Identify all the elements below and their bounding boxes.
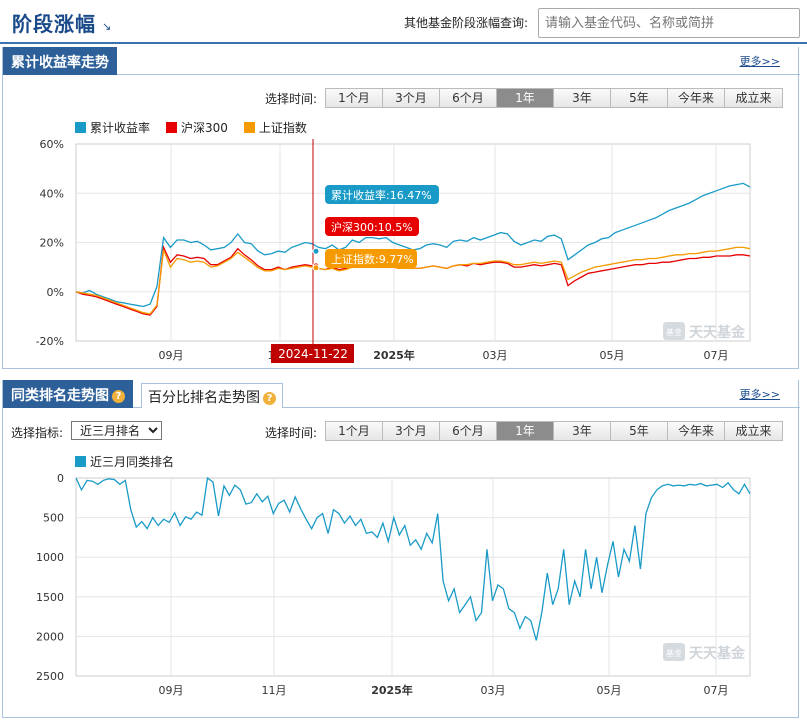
watermark-logo-icon: 基金 天天基金: [663, 643, 746, 662]
x-tick-label: 07月: [704, 349, 729, 362]
rank-period-selector: 1个月 3个月 6个月 1年 3年 5年 今年来 成立来: [325, 421, 783, 441]
indicator-label: 选择指标:: [11, 426, 64, 440]
tooltip-text: 沪深300:10.5%: [331, 220, 413, 234]
svg-text:2024-11-22: 2024-11-22: [278, 347, 348, 361]
y-tick-label: 2000: [36, 630, 64, 643]
legend-item-hs300[interactable]: 沪深300: [166, 119, 228, 136]
trend-more-link[interactable]: 更多>>: [739, 55, 780, 68]
y-tick-label: 0: [57, 472, 64, 485]
period-button-6[interactable]: 今年来: [668, 89, 725, 107]
cumulative-return-panel: 累计收益率走势 更多>> 选择时间: 1个月 3个月 6个月 1年 3年 5年 今年来 成立来…: [2, 47, 800, 369]
period-button-1[interactable]: 3个月: [383, 89, 440, 107]
legend-swatch-icon: [75, 456, 86, 467]
x-tick-label: 2025年: [373, 348, 415, 362]
period-button-4[interactable]: 3年: [554, 89, 611, 107]
watermark-logo-icon: 基金 天天基金: [663, 322, 746, 341]
y-tick-label: 60%: [40, 138, 64, 151]
tab-same-category-rank[interactable]: 同类排名走势图?: [3, 380, 133, 408]
legend-swatch-icon: [75, 122, 86, 133]
tooltip-dot: [312, 264, 320, 272]
tooltip-text: 上证指数:9.77%: [331, 252, 414, 266]
help-icon[interactable]: ?: [112, 390, 125, 403]
y-tick-label: 1500: [36, 591, 64, 604]
tooltip-box: [325, 249, 417, 268]
series-line-2: [75, 246, 751, 315]
legend-swatch-icon: [166, 122, 178, 133]
trend-period-label: 选择时间:: [265, 92, 318, 106]
period-button-2[interactable]: 6个月: [440, 422, 497, 440]
period-button-3[interactable]: 1年: [497, 422, 554, 440]
tooltip-box: [325, 217, 419, 236]
tooltip-dot: [312, 247, 320, 255]
tab-percentile-rank[interactable]: 百分比排名走势图?: [141, 383, 283, 408]
rank-more-link[interactable]: 更多>>: [739, 388, 780, 401]
tooltip-2: 上证指数:9.77%: [312, 249, 417, 272]
tooltip-1: 沪深300:10.5%: [312, 217, 419, 270]
trend-section-header: 累计收益率走势 更多>>: [3, 47, 800, 75]
series-line-0: [75, 476, 751, 641]
indicator-select[interactable]: 近三月排名: [71, 421, 162, 440]
y-tick-label: 20%: [40, 237, 64, 250]
period-button-5[interactable]: 5年: [611, 89, 668, 107]
period-button-7[interactable]: 成立来: [725, 89, 782, 107]
fund-search-input[interactable]: [538, 8, 800, 38]
plot-frame: [75, 477, 751, 677]
period-button-0[interactable]: 1个月: [326, 89, 383, 107]
period-button-1[interactable]: 3个月: [383, 422, 440, 440]
period-button-7[interactable]: 成立来: [725, 422, 782, 440]
period-button-3[interactable]: 1年: [497, 89, 554, 107]
tooltip-0: 累计收益率:16.47%: [312, 185, 439, 255]
x-tick-label: 07月: [704, 684, 729, 697]
svg-text:基金: 基金: [666, 648, 682, 658]
y-tick-label: -20%: [36, 335, 64, 348]
period-button-5[interactable]: 5年: [611, 422, 668, 440]
x-tick-label: 05月: [600, 349, 625, 362]
svg-text:天天基金: 天天基金: [689, 324, 746, 341]
legend-item-sse[interactable]: 上证指数: [243, 119, 307, 136]
trend-period-selector: 1个月 3个月 6个月 1年 3年 5年 今年来 成立来: [325, 88, 783, 108]
period-button-6[interactable]: 今年来: [668, 422, 725, 440]
legend-item-rank[interactable]: 近三月同类排名: [75, 453, 174, 470]
x-tick-label: 2025年: [371, 683, 413, 697]
page-title: 阶段涨幅: [12, 12, 96, 36]
x-tick-label: 09月: [159, 684, 184, 697]
x-tick-label: 05月: [597, 684, 622, 697]
fund-query-label: 其他基金阶段涨幅查询:: [404, 16, 529, 30]
y-tick-label: 1000: [36, 551, 64, 564]
crosshair-date-label: 2024-11-22: [271, 344, 354, 363]
x-tick-label: 11月: [262, 684, 287, 697]
y-tick-label: 40%: [40, 187, 64, 200]
rank-trend-panel: 同类排名走势图? 百分比排名走势图? 更多>> 选择指标: 近三月排名 选择时间…: [2, 380, 800, 718]
tooltip-box: [325, 185, 439, 204]
x-tick-label: 03月: [483, 349, 508, 362]
expand-arrow-icon[interactable]: ↘: [102, 20, 112, 33]
period-button-0[interactable]: 1个月: [326, 422, 383, 440]
cumulative-return-chart[interactable]: 60%40%20%0%-20%09月11月2025年03月05月07月基金天天基…: [3, 94, 800, 369]
y-tick-label: 2500: [36, 670, 64, 683]
legend-swatch-icon: [243, 122, 255, 133]
help-icon[interactable]: ?: [263, 392, 276, 405]
svg-text:基金: 基金: [666, 327, 682, 337]
rank-legend: 近三月同类排名: [75, 453, 174, 470]
tooltip-text: 累计收益率:16.47%: [331, 188, 432, 202]
x-tick-label: 03月: [481, 684, 506, 697]
period-button-4[interactable]: 3年: [554, 422, 611, 440]
rank-period-label: 选择时间:: [265, 426, 318, 440]
tab-cumulative-return[interactable]: 累计收益率走势: [3, 47, 117, 75]
svg-text:天天基金: 天天基金: [689, 645, 746, 662]
legend-item-fund[interactable]: 累计收益率: [75, 119, 150, 136]
x-tick-label: 09月: [159, 349, 184, 362]
trend-legend: 累计收益率 沪深300 上证指数: [75, 119, 307, 136]
y-tick-label: 500: [43, 512, 64, 525]
period-button-2[interactable]: 6个月: [440, 89, 497, 107]
rank-trend-chart[interactable]: 0 500 1000 1500 2000 2500 09月 11月 2025年 03月 05月 07月…: [3, 468, 800, 708]
rank-section-header: 同类排名走势图? 百分比排名走势图? 更多>>: [3, 380, 800, 408]
page-header: 阶段涨幅 ↘ 其他基金阶段涨幅查询:: [0, 0, 807, 44]
y-tick-label: 0%: [47, 286, 64, 299]
